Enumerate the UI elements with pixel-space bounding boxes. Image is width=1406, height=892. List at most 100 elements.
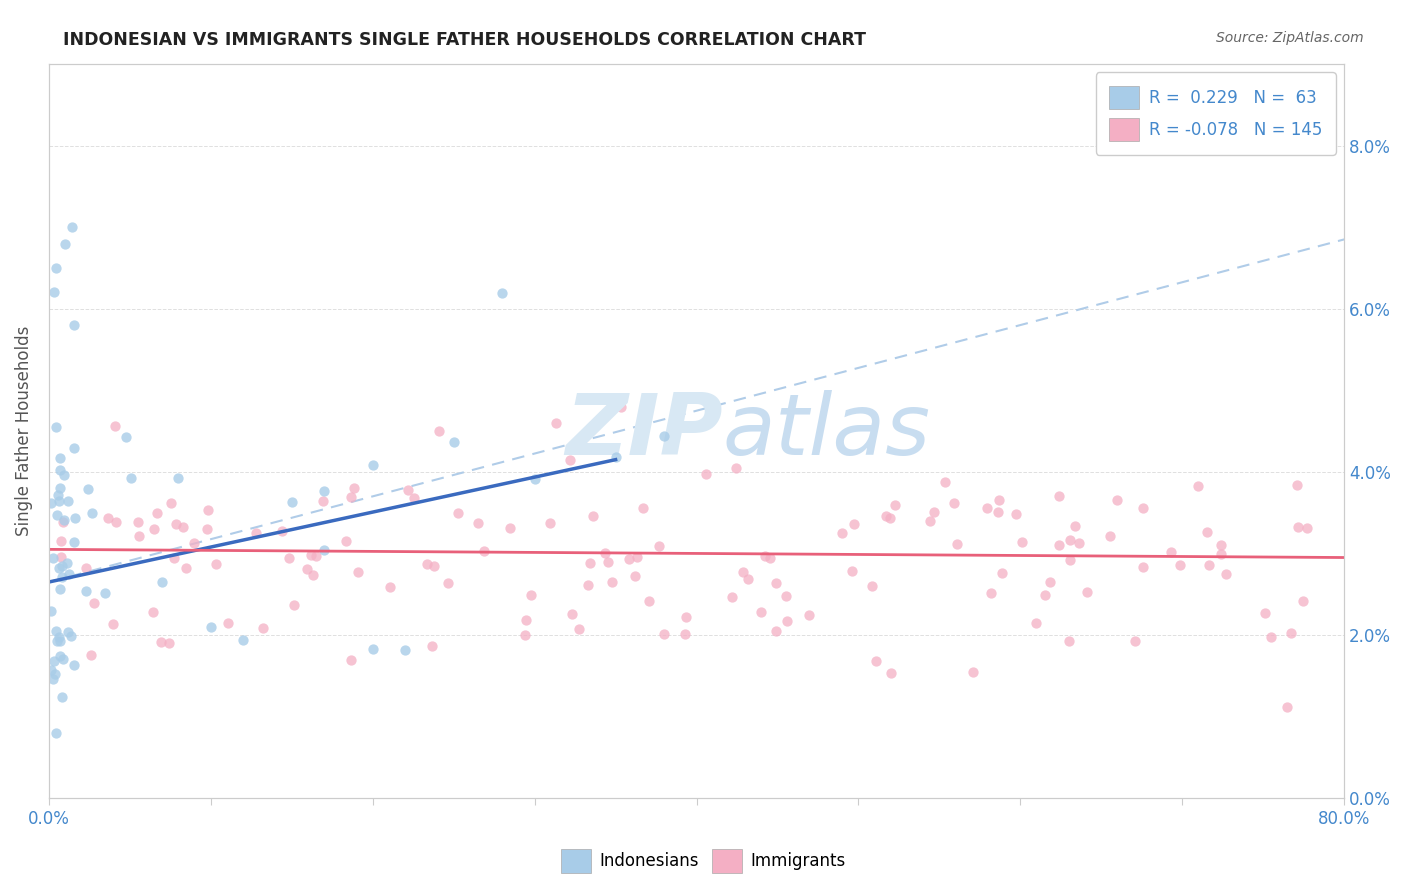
Point [62, 318, 84, 332]
Point [52, 515, 75, 529]
Point [1011, 534, 1033, 549]
Point [1033, 588, 1056, 602]
Point [299, 549, 322, 563]
Point [120, 471, 142, 485]
Point [45, 726, 67, 740]
Point [295, 562, 318, 576]
Point [51, 533, 73, 548]
Point [725, 460, 748, 475]
Point [49, 463, 72, 477]
Point [987, 505, 1010, 519]
Point [879, 511, 901, 525]
Point [48, 630, 70, 644]
Point [104, 418, 127, 433]
Point [546, 416, 568, 430]
Point [44, 260, 66, 275]
Point [519, 588, 541, 602]
Point [875, 509, 897, 524]
Point [165, 517, 187, 532]
Point [149, 635, 172, 649]
Point [145, 506, 167, 520]
Point [596, 555, 619, 569]
Point [48, 648, 70, 663]
Point [305, 549, 328, 563]
Point [447, 506, 470, 520]
Point [1286, 519, 1309, 533]
Point [427, 424, 450, 438]
Point [1025, 615, 1047, 630]
Point [491, 286, 513, 301]
Point [652, 429, 675, 443]
Point [252, 621, 274, 635]
Point [396, 483, 419, 498]
Point [862, 578, 884, 592]
Point [737, 572, 759, 586]
Point [48, 560, 70, 574]
Point [340, 652, 363, 666]
Point [104, 515, 127, 529]
Point [879, 666, 901, 681]
Point [51, 570, 73, 584]
Point [160, 496, 183, 510]
Point [1209, 538, 1232, 552]
Point [51, 558, 73, 573]
Point [53, 236, 76, 251]
Point [83, 596, 105, 610]
Point [1295, 521, 1317, 535]
Point [1132, 560, 1154, 574]
Point [472, 543, 495, 558]
Point [422, 559, 444, 574]
Point [420, 639, 443, 653]
Point [340, 491, 363, 505]
Point [46, 508, 69, 522]
Point [52, 512, 75, 526]
Point [619, 552, 641, 566]
Point [721, 590, 744, 604]
Point [1059, 533, 1081, 547]
Point [232, 633, 254, 648]
Point [945, 537, 967, 551]
Point [1047, 489, 1070, 503]
Point [82, 506, 104, 520]
Point [75, 584, 97, 599]
Point [980, 585, 1002, 599]
Point [799, 607, 821, 622]
Point [1279, 625, 1302, 640]
Point [1098, 529, 1121, 543]
Point [335, 534, 357, 549]
Point [568, 622, 591, 636]
Point [576, 578, 599, 592]
Point [39, 604, 62, 618]
Point [183, 536, 205, 550]
Point [498, 521, 520, 535]
Point [1047, 538, 1070, 552]
Point [1067, 536, 1090, 550]
Point [1005, 507, 1028, 521]
Text: atlas: atlas [723, 390, 931, 473]
Point [49, 550, 72, 565]
Point [172, 520, 194, 534]
Point [731, 565, 754, 579]
Point [45, 420, 67, 434]
Point [842, 516, 865, 531]
Point [63, 511, 86, 525]
Point [538, 516, 561, 530]
Point [245, 526, 267, 541]
Point [200, 620, 222, 634]
Point [302, 567, 325, 582]
Point [1123, 634, 1146, 648]
Point [75, 561, 97, 575]
Point [673, 627, 696, 641]
Point [1215, 566, 1237, 581]
Point [49, 582, 72, 596]
Point [467, 516, 489, 530]
Point [167, 471, 190, 485]
Point [42, 285, 65, 300]
Point [41, 672, 63, 686]
Point [775, 589, 797, 603]
Point [1132, 501, 1154, 516]
Point [1076, 585, 1098, 599]
Point [1254, 606, 1277, 620]
Point [749, 605, 772, 619]
Point [513, 628, 536, 642]
